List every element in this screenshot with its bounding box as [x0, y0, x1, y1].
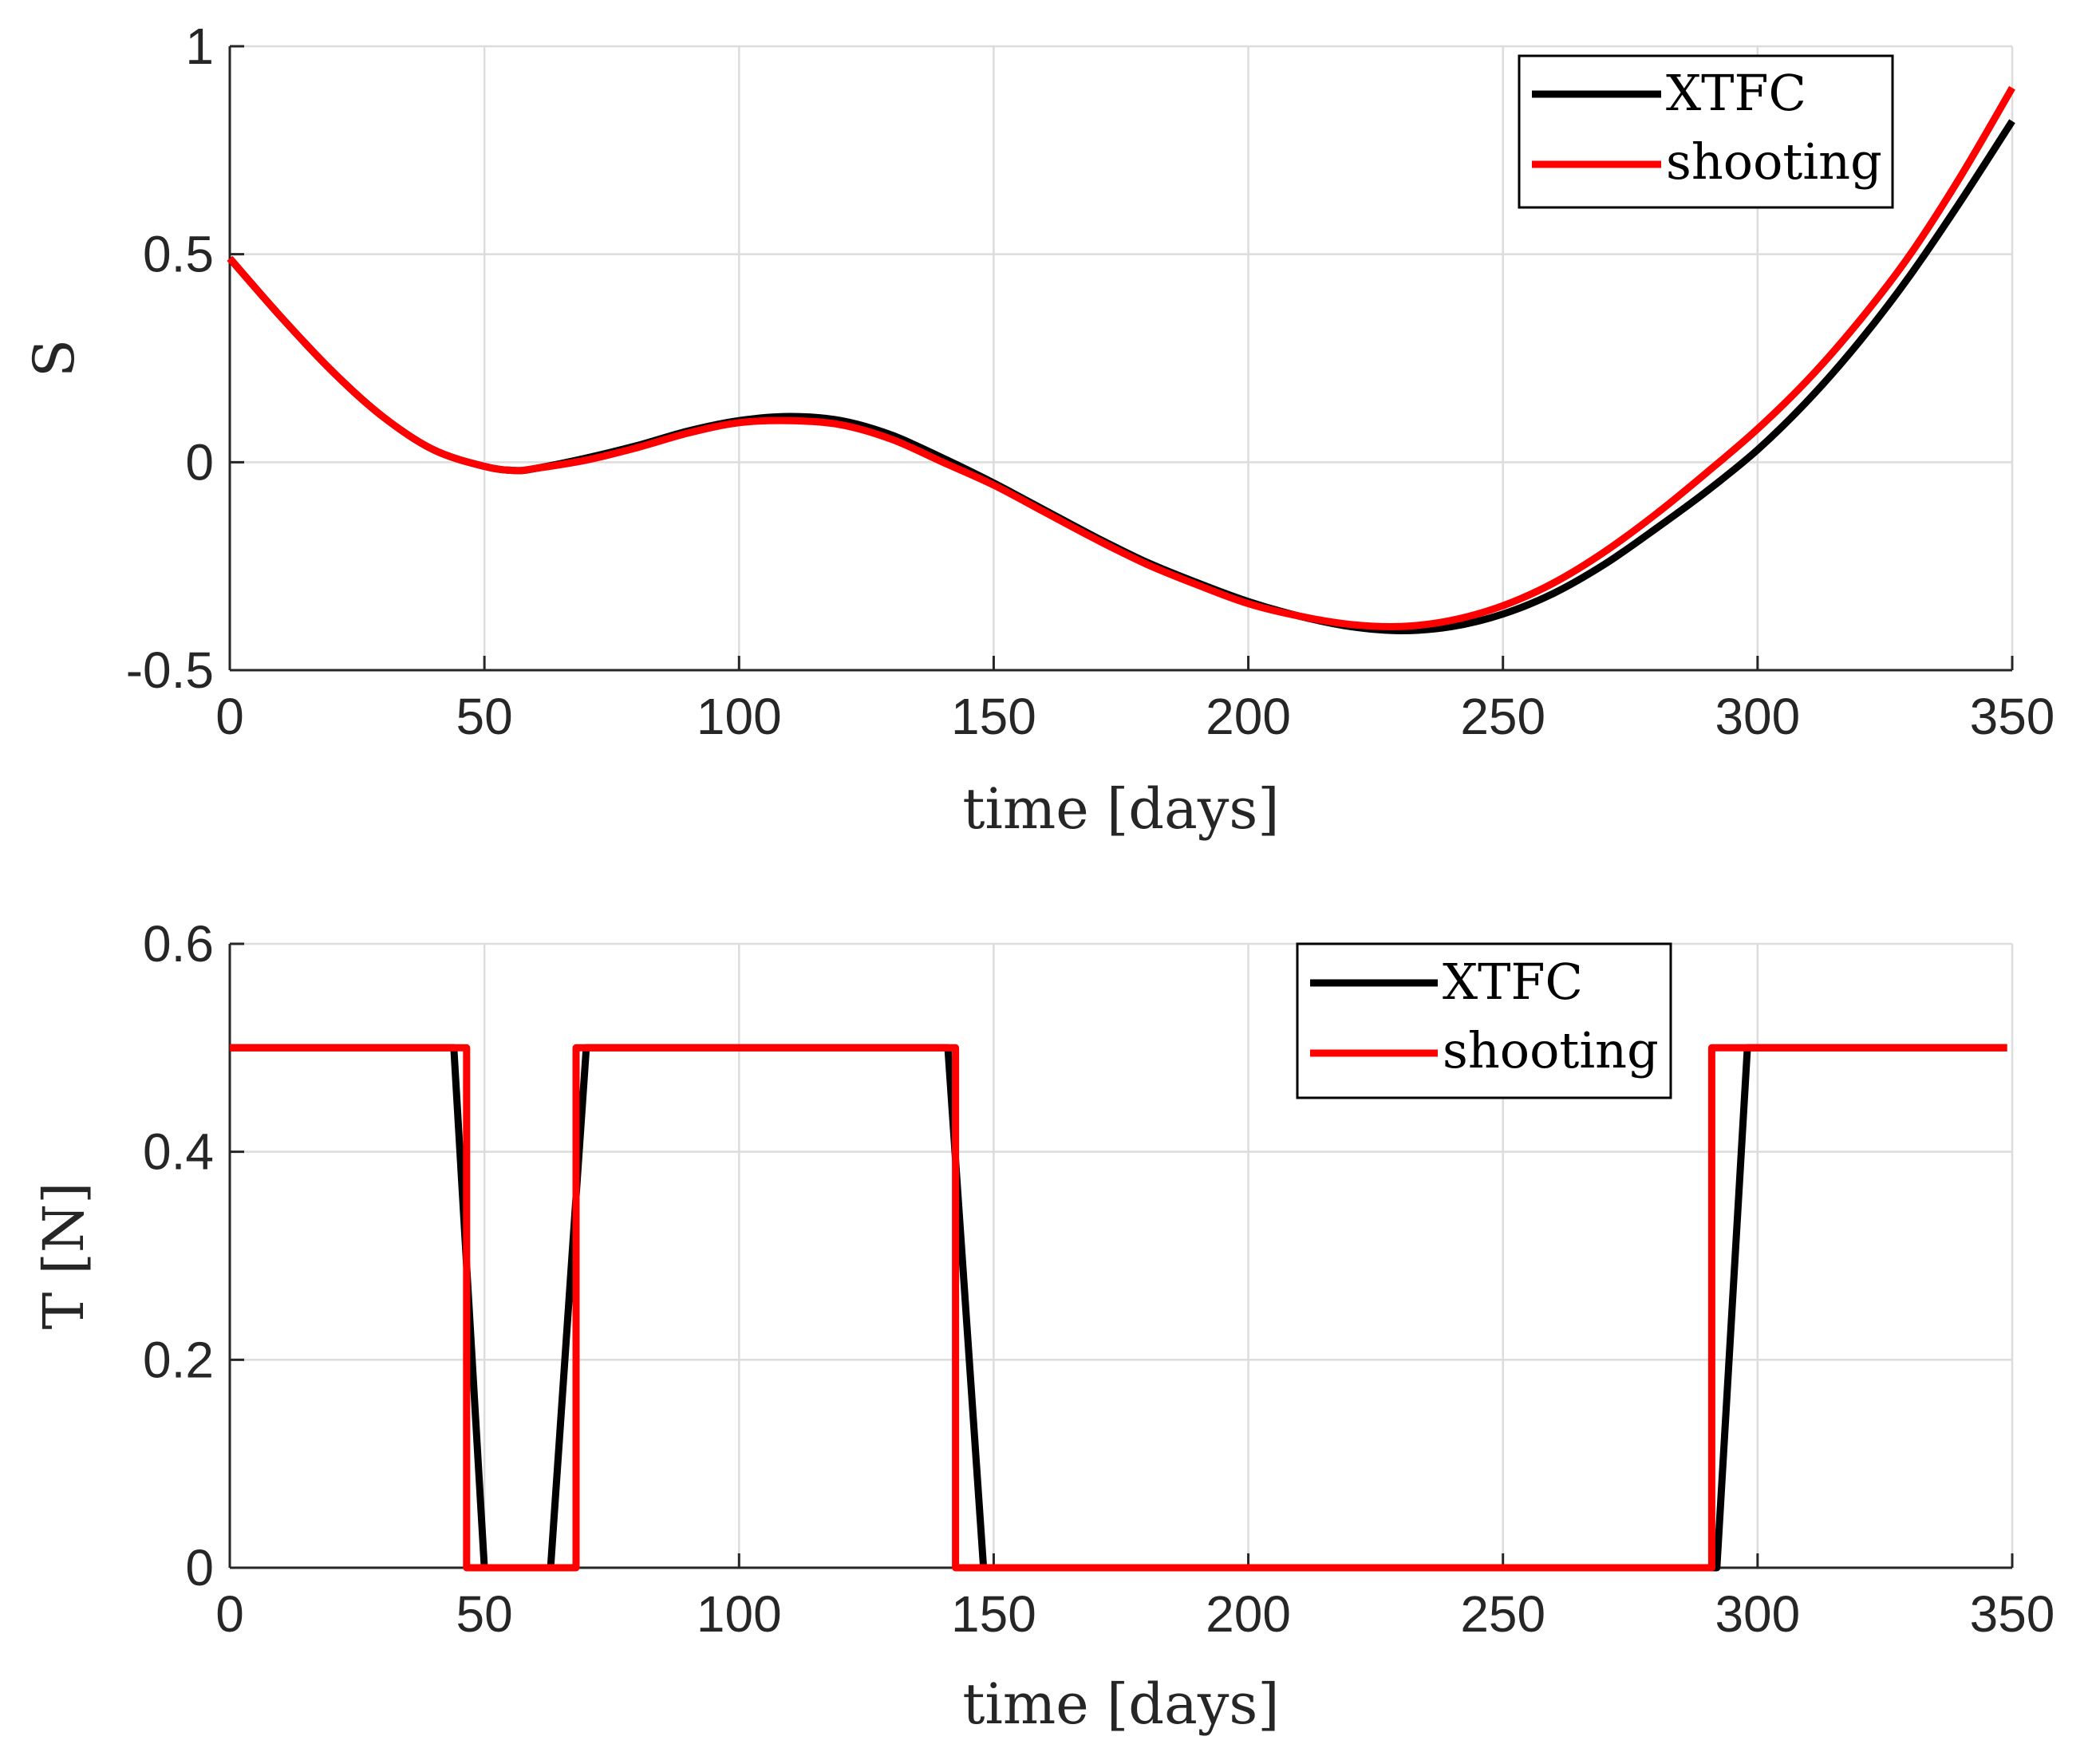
- s-plot-x-tick-label: 0: [215, 688, 244, 745]
- t-plot-x-tick-label: 50: [456, 1585, 513, 1643]
- s-plot-ticks: 0 50 100 150 200 250 300 350-0.500.51: [126, 18, 2055, 745]
- s-plot-y-axis-title: S: [22, 339, 87, 377]
- t-plot-legend: XTFC shooting: [1296, 942, 1672, 1099]
- s-plot-y-tick-label: 1: [185, 18, 214, 75]
- s-plot-x-tick-label: 100: [697, 688, 782, 745]
- t-plot-legend-label-xtfc: XTFC: [1443, 953, 1583, 1011]
- t-plot-ticks: 0 50 100 150 200 250 300 350 0 0.2 0.4 0.6: [143, 915, 2055, 1643]
- s-plot-x-tick-label: 150: [951, 688, 1036, 745]
- s-plot-series-shooting: [227, 85, 2015, 631]
- s-plot-x-tick-label: 200: [1206, 688, 1291, 745]
- t-plot-x-tick-label: 150: [951, 1585, 1036, 1643]
- t-plot-y-tick-label: 0.2: [143, 1331, 214, 1388]
- s-plot-x-axis-title: time [days]: [962, 776, 1279, 842]
- t-plot-axes: [228, 944, 2012, 1569]
- s-plot-series: [227, 85, 2015, 634]
- t-plot-y-tick-label: 0: [185, 1539, 214, 1596]
- s-plot-legend-label-xtfc: XTFC: [1666, 64, 1806, 122]
- t-plot-y-tick-label: 0.6: [143, 915, 214, 973]
- s-plot-x-tick-label: 250: [1460, 688, 1545, 745]
- t-plot-x-tick-label: 300: [1715, 1585, 1800, 1643]
- s-plot-y-tick-label: -0.5: [126, 641, 214, 699]
- t-plot-x-tick-label: 250: [1460, 1585, 1545, 1643]
- t-plot-grid: [228, 942, 2014, 1569]
- s-plot-axes: [228, 46, 2012, 672]
- t-plot-x-tick-label: 200: [1206, 1585, 1291, 1643]
- s-plot-x-tick-label: 300: [1715, 688, 1800, 745]
- s-plot-legend-label-shooting: shooting: [1666, 132, 1882, 191]
- t-plot-legend-label-shooting: shooting: [1443, 1021, 1659, 1079]
- t-plot-x-tick-label: 350: [1970, 1585, 2055, 1643]
- t-plot-x-tick-label: 0: [215, 1585, 244, 1643]
- s-plot-x-tick-label: 350: [1970, 688, 2055, 745]
- t-plot-y-tick-label: 0.4: [143, 1123, 214, 1181]
- s-plot-x-tick-label: 50: [456, 688, 513, 745]
- t-plot-series: [230, 1044, 2007, 1572]
- t-plot-series-shooting: [230, 1044, 2007, 1572]
- t-plot-series-xtfc: [230, 1044, 2007, 1572]
- t-plot-y-axis-title: T [N]: [31, 1182, 97, 1330]
- s-plot-legend: XTFC shooting: [1518, 54, 1894, 209]
- s-plot: 0 50 100 150 200 250 300 350-0.500.51 time [day…: [22, 18, 2055, 842]
- s-plot-y-tick-label: 0: [185, 433, 214, 491]
- t-plot-legend-box: [1296, 942, 1672, 1099]
- s-plot-legend-box: [1518, 54, 1894, 209]
- t-plot: 0 50 100 150 200 250 300 350 0 0.2 0.4 0.6 time [da…: [31, 915, 2055, 1737]
- t-plot-x-axis-title: time [days]: [962, 1671, 1279, 1737]
- s-plot-y-tick-label: 0.5: [143, 226, 214, 283]
- t-plot-x-tick-label: 100: [697, 1585, 782, 1643]
